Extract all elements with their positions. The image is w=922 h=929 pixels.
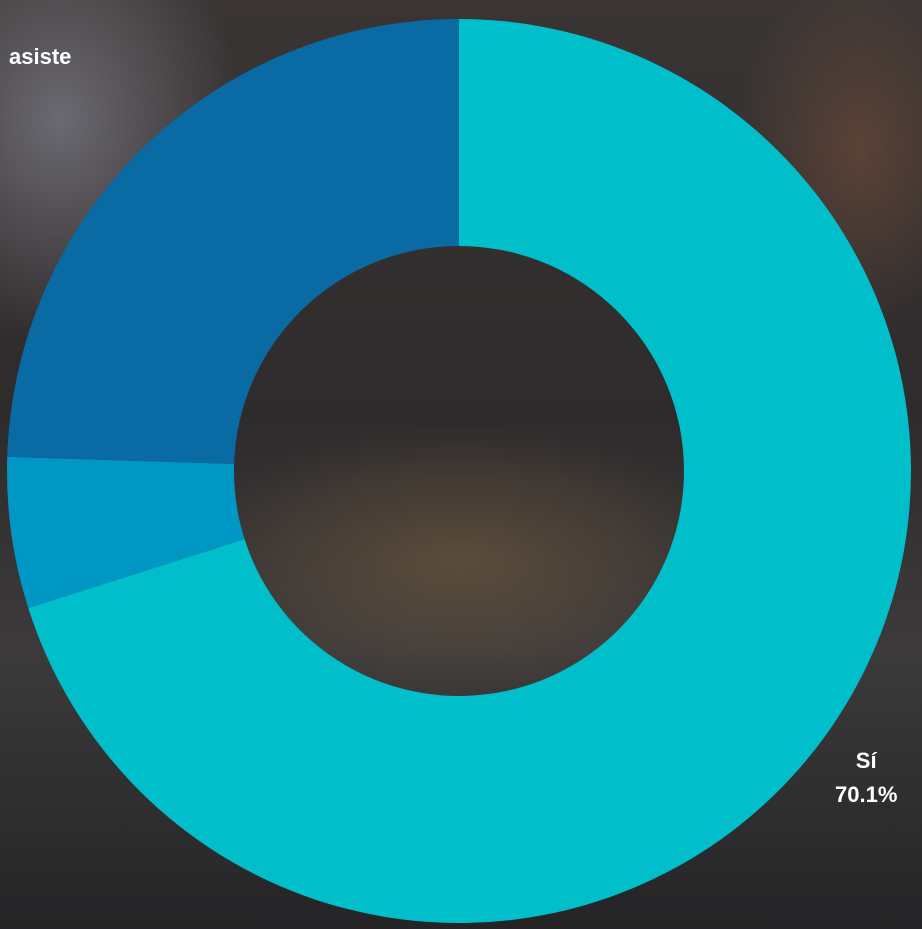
slice-label-si: Sí 70.1% — [835, 744, 897, 812]
slice-label-si-name: Sí — [855, 748, 877, 773]
donut-slice-asiste — [7, 19, 460, 464]
donut-slices — [6, 19, 911, 923]
donut-slice-s- — [28, 19, 911, 923]
slice-label-si-value: 70.1% — [835, 782, 898, 807]
slice-label-asiste: asiste — [9, 40, 71, 74]
donut-slice-slice-1 — [6, 456, 245, 608]
slice-label-asiste-name: asiste — [9, 44, 72, 69]
